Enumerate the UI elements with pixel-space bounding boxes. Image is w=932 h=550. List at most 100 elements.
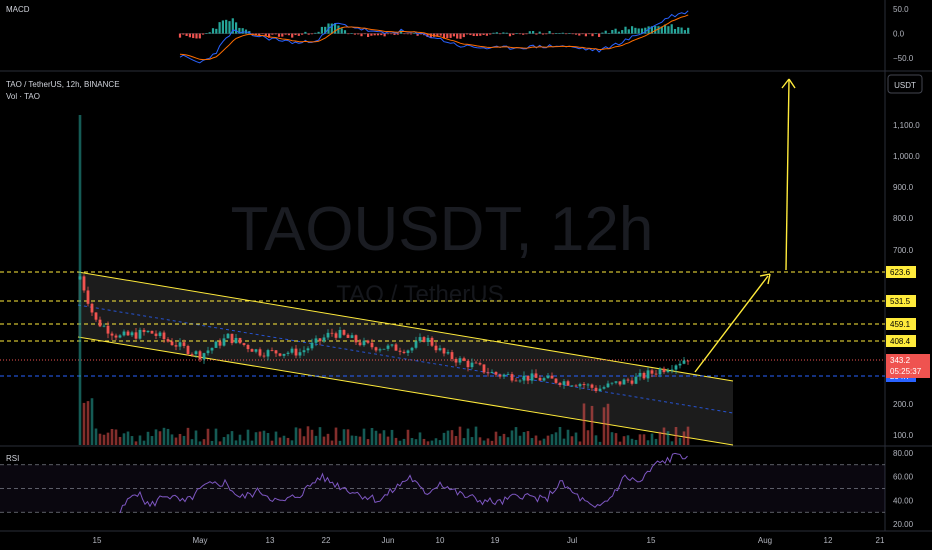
macd-histogram-bar	[584, 33, 587, 37]
symbol-legend: TAO / TetherUS, 12h, BINANCE	[6, 80, 120, 89]
macd-histogram-bar	[522, 33, 525, 35]
candle-body	[426, 337, 430, 343]
volume-bar	[234, 440, 238, 445]
macd-histogram-bar	[254, 33, 257, 36]
target-arrow-head	[781, 78, 796, 89]
volume-bar	[330, 440, 334, 445]
candle-body	[462, 358, 466, 361]
macd-histogram-bar	[446, 33, 449, 39]
macd-histogram-bar	[360, 33, 363, 37]
volume-bar	[510, 430, 514, 445]
candle-body	[418, 337, 422, 342]
candle-body	[330, 332, 334, 334]
macd-histogram-bar	[416, 33, 419, 36]
macd-histogram-bar	[512, 33, 515, 35]
volume-bar	[442, 432, 446, 445]
macd-histogram-bar	[198, 33, 201, 39]
candle-body	[450, 352, 454, 359]
volume-bar	[666, 431, 670, 445]
volume-bar	[606, 403, 610, 445]
candle-body	[346, 334, 350, 338]
candle-body	[622, 379, 626, 385]
macd-histogram-bar	[525, 33, 528, 35]
volume-bar	[98, 433, 102, 445]
candle-body	[530, 373, 534, 381]
macd-histogram-bar	[667, 26, 670, 34]
candle-body	[122, 331, 126, 336]
macd-signal-line	[179, 14, 689, 61]
macd-histogram-bar	[314, 32, 317, 34]
time-axis-label: 12	[824, 536, 833, 545]
volume-bar	[438, 440, 442, 445]
candle-body	[598, 388, 602, 392]
macd-histogram-bar	[601, 32, 604, 34]
volume-bar	[462, 438, 466, 445]
macd-histogram-bar	[677, 27, 680, 34]
volume-bar	[466, 428, 470, 445]
volume-bar	[562, 438, 566, 445]
volume-bar	[366, 439, 370, 445]
macd-histogram-bar	[297, 33, 300, 36]
macd-axis-ticks: 50.0 0.0 −50.0	[893, 5, 914, 63]
volume-bar	[478, 437, 482, 445]
candle-body	[394, 344, 398, 351]
channel-bottom-line	[77, 336, 734, 446]
currency-button[interactable]: USDT	[887, 74, 923, 94]
candle-body	[178, 342, 182, 347]
volume-bar	[322, 436, 326, 445]
macd-histogram-bar	[452, 33, 455, 37]
price-tick-label: 1,000.0	[893, 152, 920, 161]
candle-body	[378, 349, 382, 351]
volume-bar	[430, 440, 434, 445]
candle-body	[294, 348, 298, 356]
volume-bar	[650, 433, 654, 445]
candle-body	[618, 381, 622, 385]
volume-bar	[294, 427, 298, 445]
volume-bar	[94, 428, 98, 445]
volume-bar	[154, 429, 158, 445]
volume-bar	[594, 435, 598, 445]
candle-body	[658, 368, 662, 375]
volume-bar	[646, 440, 650, 445]
volume-bar	[318, 427, 322, 445]
candle-body	[134, 332, 138, 339]
candle-body	[470, 362, 474, 368]
level-price-label: 623.6	[890, 268, 911, 277]
volume-bar	[90, 398, 94, 445]
candle-body	[218, 341, 222, 346]
volume-bar	[326, 433, 330, 445]
macd-histogram-bar	[393, 33, 396, 35]
volume-bar	[222, 437, 226, 445]
price-tick-label: 100.0	[893, 431, 914, 440]
macd-histogram-bar	[324, 26, 327, 34]
candle-body	[482, 364, 486, 373]
macd-histogram-bar	[545, 33, 548, 35]
candle-body	[250, 349, 254, 352]
macd-histogram-bar	[479, 33, 482, 36]
volume-bar	[598, 441, 602, 445]
candle-body	[466, 360, 470, 368]
level-price-label: 531.5	[890, 297, 911, 306]
macd-histogram-bar	[634, 27, 637, 34]
macd-histogram-bar	[218, 22, 221, 34]
macd-histogram-bar	[673, 28, 677, 34]
candle-body	[390, 344, 394, 346]
price-tick-label: 800.0	[893, 214, 914, 223]
candle-body	[406, 350, 410, 353]
volume-bar	[158, 431, 162, 445]
volume-bar	[526, 431, 530, 445]
volume-bar	[286, 437, 290, 445]
candle-body	[286, 352, 290, 354]
volume-bar	[78, 115, 82, 445]
macd-histogram-bar	[317, 31, 320, 34]
candle-body	[550, 375, 554, 379]
macd-histogram-bar	[687, 27, 690, 34]
macd-histogram-bar	[343, 30, 347, 34]
macd-histogram-bar	[631, 26, 634, 34]
candle-body	[574, 385, 578, 387]
macd-histogram-bar	[310, 33, 314, 35]
time-axis-label: 15	[647, 536, 656, 545]
macd-tick-label: −50.0	[893, 54, 914, 63]
macd-histogram-bar	[301, 33, 304, 35]
volume-bar	[434, 438, 438, 445]
